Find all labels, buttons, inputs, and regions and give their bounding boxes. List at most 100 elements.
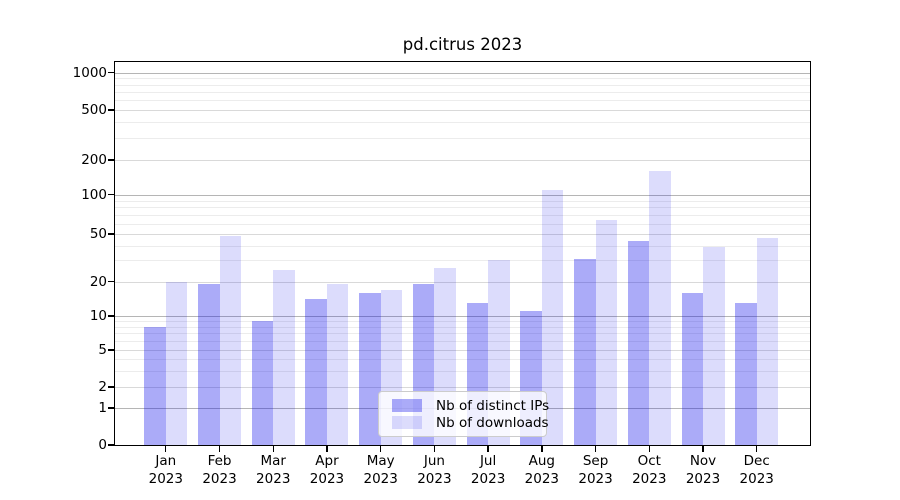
y-tick-mark (108, 407, 114, 409)
x-tick-label: Jul 2023 (456, 453, 520, 488)
y-tick-mark (108, 193, 114, 196)
y-tick-label: 20 (89, 273, 107, 290)
gridline (115, 316, 810, 318)
x-tick-year: 2023 (202, 470, 237, 487)
x-tick-mark (487, 446, 489, 452)
gridline (115, 137, 810, 139)
legend-swatch-downloads (392, 416, 422, 429)
gridline (115, 72, 810, 74)
x-tick-mark (272, 446, 274, 452)
legend-entry-downloads: Nb of downloads (392, 415, 549, 431)
y-tick-label: 50 (89, 226, 107, 242)
x-tick-year: 2023 (470, 470, 506, 487)
legend-entry-distinct-ips: Nb of distinct IPs (392, 398, 549, 414)
bar-distinct-ips (627, 240, 650, 445)
gridline (115, 260, 810, 262)
y-tick-mark (108, 386, 114, 388)
gridline (115, 245, 810, 247)
bar-distinct-ips (359, 292, 381, 445)
gridline (115, 333, 810, 335)
bar-distinct-ips (305, 299, 327, 445)
x-tick-label: Feb 2023 (188, 453, 252, 488)
gridline (115, 110, 810, 111)
y-tick-mark (108, 72, 114, 74)
y-tick-mark (108, 233, 114, 235)
y-tick-label: 5 (98, 342, 107, 358)
plot-area: Nb of distinct IPs Nb of downloads (114, 61, 811, 446)
bar-distinct-ips (198, 284, 220, 445)
legend-label-downloads: Nb of downloads (436, 414, 549, 431)
y-tick-label: 1 (98, 400, 107, 416)
y-tick-label: 100 (81, 186, 107, 203)
legend-swatch-distinct-ips (392, 399, 422, 412)
x-tick-month: Oct (637, 453, 661, 469)
x-tick-mark (165, 446, 167, 452)
y-tick-mark (108, 109, 114, 111)
x-tick-mark (702, 446, 704, 452)
x-tick-month: Dec (743, 453, 770, 469)
x-tick-mark (594, 446, 597, 452)
legend-label-distinct-ips: Nb of distinct IPs (436, 397, 550, 414)
x-tick-month: Mar (260, 453, 286, 469)
gridline (115, 321, 810, 323)
x-tick-mark (648, 446, 650, 452)
bar-distinct-ips (251, 321, 274, 445)
bar-distinct-ips (574, 258, 596, 445)
gridline (115, 341, 810, 343)
x-tick-month: Jun (423, 453, 445, 469)
gridline (115, 207, 810, 209)
x-tick-label: Mar 2023 (241, 453, 305, 488)
gridline (115, 100, 810, 102)
bar-downloads (165, 281, 188, 445)
gridline (115, 223, 810, 225)
x-tick-mark (326, 446, 328, 452)
x-tick-mark (218, 446, 221, 452)
x-tick-mark (756, 446, 758, 452)
x-tick-label: Apr 2023 (295, 453, 359, 488)
bar-distinct-ips (681, 292, 703, 445)
y-tick-mark (108, 280, 114, 283)
gridline (115, 387, 810, 388)
x-tick-month: Feb (207, 453, 232, 469)
y-tick-mark (108, 159, 114, 161)
x-tick-year: 2023 (578, 470, 613, 487)
y-tick-label: 0 (98, 437, 107, 453)
x-tick-year: 2023 (256, 470, 291, 487)
x-tick-mark (379, 446, 382, 452)
x-tick-label: Sep 2023 (564, 453, 628, 488)
gridline (115, 122, 810, 124)
y-tick-label: 10 (89, 308, 107, 324)
bar-distinct-ips (144, 326, 166, 445)
bar-downloads (273, 269, 295, 445)
y-tick-mark (108, 315, 114, 317)
x-tick-year: 2023 (417, 470, 452, 487)
gridline (115, 78, 810, 80)
x-tick-label: May 2023 (349, 453, 413, 488)
x-tick-label: Aug 2023 (510, 453, 574, 488)
y-tick-label: 1000 (72, 64, 107, 81)
x-tick-month: Sep (582, 453, 609, 469)
x-tick-label: Jun 2023 (402, 453, 466, 488)
x-tick-month: May (366, 453, 395, 469)
x-tick-year: 2023 (685, 470, 721, 487)
gridline (115, 370, 810, 372)
bar-distinct-ips (735, 302, 757, 445)
gridline (115, 214, 810, 216)
gridline (115, 234, 810, 235)
bar-downloads (756, 238, 779, 445)
x-tick-month: Jul (479, 453, 497, 469)
x-tick-label: Oct 2023 (617, 453, 681, 488)
y-tick-mark (108, 444, 114, 446)
gridline (115, 84, 810, 86)
y-tick-label: 200 (81, 152, 107, 168)
x-tick-month: Aug (528, 453, 556, 469)
gridline (115, 200, 810, 202)
chart-title: pd.citrus 2023 (402, 35, 523, 54)
bar-downloads (326, 284, 349, 445)
x-tick-year: 2023 (148, 470, 183, 487)
bar-downloads (219, 236, 242, 445)
gridline (115, 194, 810, 196)
x-tick-mark (433, 446, 436, 452)
gridline (115, 160, 810, 161)
